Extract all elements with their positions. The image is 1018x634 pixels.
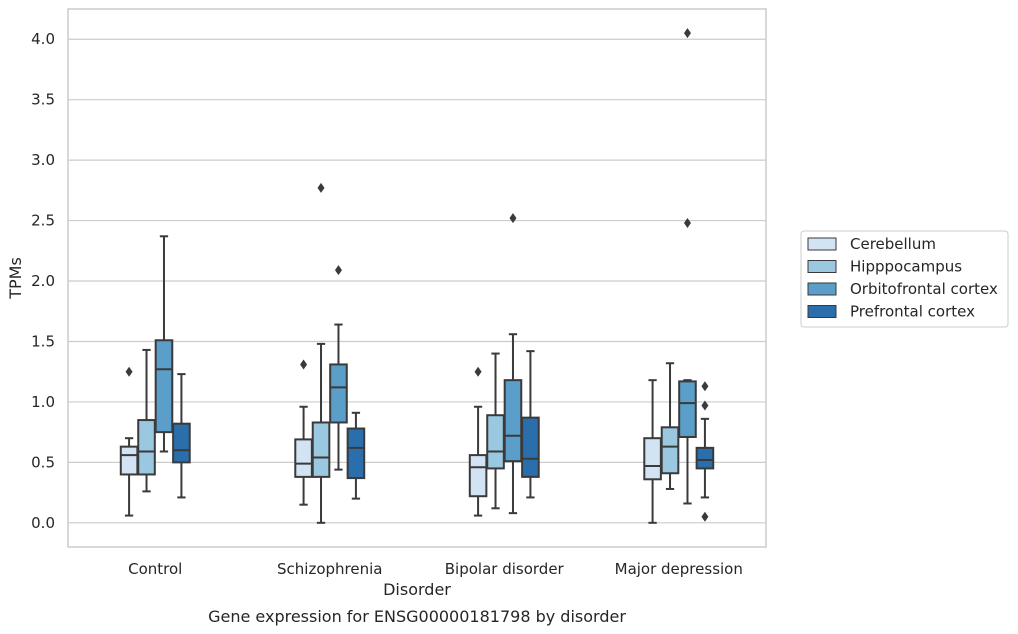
outlier-point [474, 366, 482, 377]
legend-label: Prefrontal cortex [850, 303, 975, 321]
legend: Cerebellum Hipppocampus Orbitofrontal cort… [800, 230, 1009, 328]
outlier-point [334, 265, 342, 276]
y-tick-label: 1.0 [31, 393, 55, 411]
box-orbitofrontal-cortex-bipolar-disorder [503, 213, 523, 515]
box-iqr [503, 379, 523, 463]
box-hipppocampus-control [137, 348, 156, 493]
outlier-point [683, 217, 691, 228]
box-iqr [660, 426, 680, 475]
legend-item: Orbitofrontal cortex [807, 280, 998, 298]
box-iqr [678, 380, 697, 438]
box-iqr [486, 414, 505, 470]
outlier-point [701, 381, 709, 392]
y-axis-label: TPMs [6, 257, 25, 300]
outlier-point [509, 213, 517, 224]
x-tick-label: Major depression [615, 560, 743, 578]
x-tick-label: Control [128, 560, 182, 578]
y-tick-label: 3.5 [31, 91, 55, 109]
x-tick-labels: Control Schizophrenia Bipolar disorder Majo… [128, 560, 743, 578]
box-cerebellum-major-depression [643, 379, 662, 524]
box-cerebellum-schizophrenia [294, 359, 313, 506]
box-iqr [172, 422, 191, 464]
box-hipppocampus-schizophrenia [311, 182, 331, 524]
legend-label: Orbitofrontal cortex [850, 280, 998, 298]
box-orbitofrontal-cortex-control [154, 235, 174, 453]
box-iqr [521, 416, 540, 478]
box-prefrontal-cortex-schizophrenia [346, 411, 366, 500]
x-axis-label: Disorder [383, 580, 451, 599]
box-orbitofrontal-cortex-schizophrenia [329, 265, 348, 471]
box-iqr [294, 438, 313, 478]
y-tick-label: 4.0 [31, 30, 55, 48]
y-tick-label: 2.0 [31, 272, 55, 290]
plot-area-frame [67, 8, 767, 548]
y-tick-label: 1.5 [31, 332, 55, 350]
box-hipppocampus-major-depression [660, 362, 680, 490]
box-prefrontal-cortex-bipolar-disorder [521, 350, 540, 499]
box-iqr [119, 445, 139, 476]
legend-item: Hipppocampus [807, 258, 962, 276]
box-prefrontal-cortex-control [172, 373, 191, 499]
box-iqr [311, 421, 331, 478]
y-tick-label: 0.0 [31, 514, 55, 532]
box-iqr [643, 437, 662, 481]
box-iqr [329, 363, 348, 424]
y-tick-label: 2.5 [31, 212, 55, 230]
box-hipppocampus-bipolar-disorder [486, 352, 505, 510]
box-iqr [468, 454, 488, 498]
y-tick-label: 0.5 [31, 453, 55, 471]
outlier-point [701, 400, 709, 411]
box-iqr [695, 446, 715, 470]
box-cerebellum-control [119, 366, 139, 517]
outlier-point [300, 359, 308, 370]
legend-item: Prefrontal cortex [807, 303, 975, 321]
legend-label: Cerebellum [850, 235, 936, 253]
legend-item: Cerebellum [807, 235, 936, 253]
box-iqr [346, 427, 366, 480]
legend-swatch [807, 237, 837, 251]
y-tick-label: 3.0 [31, 151, 55, 169]
outlier-point [683, 28, 691, 39]
chart-caption: Gene expression for ENSG00000181798 by d… [208, 607, 626, 626]
x-tick-label: Schizophrenia [277, 560, 382, 578]
box-iqr [154, 339, 174, 434]
outlier-point [701, 511, 709, 522]
legend-swatch [807, 305, 837, 318]
y-tick-labels: 0.0 0.5 1.0 1.5 2.0 2.5 3.0 3.5 4.0 [31, 30, 55, 532]
box-layer [119, 28, 715, 524]
legend-frame [800, 230, 1009, 328]
box-orbitofrontal-cortex-major-depression [678, 28, 697, 505]
box-iqr [137, 419, 156, 476]
outlier-point [125, 366, 133, 377]
legend-swatch [807, 260, 837, 273]
legend-label: Hipppocampus [850, 258, 962, 276]
legend-swatch [807, 282, 837, 296]
box-prefrontal-cortex-major-depression [695, 381, 715, 522]
box-cerebellum-bipolar-disorder [468, 366, 488, 517]
outlier-point [317, 182, 325, 193]
x-tick-label: Bipolar disorder [445, 560, 565, 578]
